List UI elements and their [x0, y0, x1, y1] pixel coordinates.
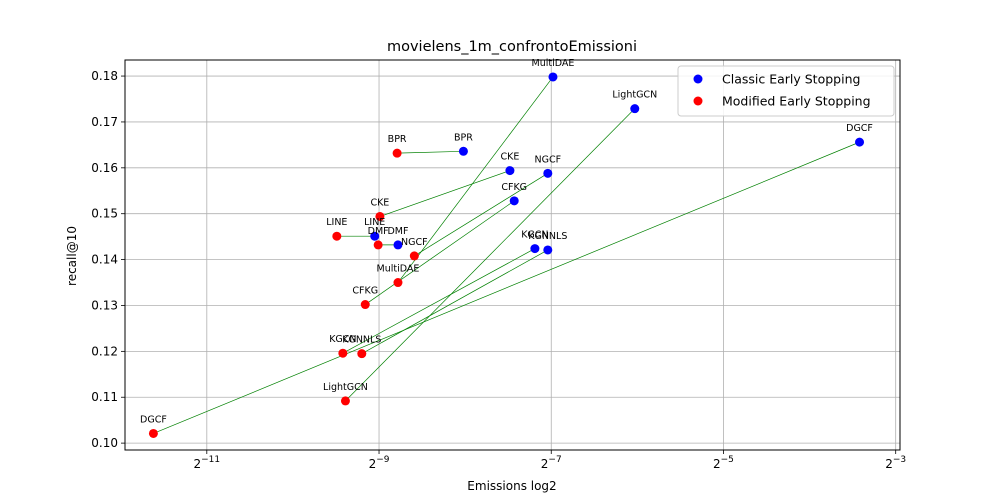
- point-label: NGCF: [535, 154, 562, 165]
- x-axis-ticks: 2−11 2−9 2−7 2−5 2−3: [193, 450, 906, 471]
- legend-box: [677, 65, 895, 117]
- y-axis-label: recall@10: [65, 226, 79, 286]
- connector-line: [379, 170, 511, 217]
- legend-marker: [693, 74, 703, 84]
- y-tick-label: 0.14: [91, 253, 118, 267]
- connector-lines: [153, 76, 860, 434]
- point-label: MultiDAE: [532, 58, 575, 69]
- chart-title: movielens_1m_confrontoEmissioni: [387, 39, 637, 55]
- data-point: [530, 244, 540, 254]
- y-tick-label: 0.10: [91, 436, 118, 450]
- x-tick-label: 2−9: [369, 455, 390, 471]
- x-tick-label: 2−3: [885, 455, 906, 471]
- connector-line: [153, 141, 860, 434]
- legend-entry: Modified Early Stopping: [722, 94, 871, 109]
- point-label: DMF: [368, 226, 389, 237]
- x-tick-label: 2−11: [193, 455, 220, 471]
- y-tick-label: 0.15: [91, 207, 118, 221]
- data-point: [548, 72, 558, 82]
- connector-line: [414, 173, 548, 257]
- data-point: [338, 348, 348, 358]
- y-tick-label: 0.11: [91, 390, 118, 404]
- point-label: CFKG: [352, 286, 378, 297]
- data-point: [505, 166, 515, 176]
- y-tick-label: 0.16: [91, 161, 118, 175]
- point-label: DMF: [387, 226, 408, 237]
- point-label: LINE: [326, 217, 347, 228]
- data-point: [332, 231, 342, 241]
- x-axis-label: Emissions log2: [467, 479, 556, 493]
- point-label: CKE: [370, 197, 389, 208]
- data-point: [373, 240, 383, 250]
- x-tick-label: 2−7: [541, 455, 562, 471]
- point-label: KGNNLS: [528, 231, 567, 242]
- connector-line: [342, 248, 536, 354]
- point-label: LightGCN: [323, 382, 368, 393]
- point-label: CKE: [500, 152, 519, 163]
- data-point: [340, 396, 350, 406]
- point-label: DGCF: [140, 414, 167, 425]
- point-label: NGCF: [401, 237, 428, 248]
- connector-line: [365, 200, 515, 305]
- data-point: [393, 240, 403, 250]
- point-label: KGCN: [329, 334, 356, 345]
- data-point: [393, 278, 403, 288]
- legend-entry: Classic Early Stopping: [722, 72, 860, 87]
- y-tick-label: 0.12: [91, 344, 118, 358]
- data-point: [855, 137, 865, 147]
- data-point: [370, 231, 380, 241]
- legend-marker: [693, 96, 703, 106]
- point-label: KGCN: [521, 230, 548, 241]
- connector-line: [397, 76, 554, 283]
- data-point: [360, 300, 370, 310]
- point-label: BPR: [454, 132, 473, 143]
- data-point: [375, 211, 385, 221]
- data-point: [409, 251, 419, 261]
- legend: Classic Early Stopping Modified Early Sto…: [677, 65, 895, 117]
- x-tick-label: 2−5: [713, 455, 734, 471]
- point-label: LINE: [364, 217, 385, 228]
- data-point: [148, 428, 158, 438]
- y-tick-label: 0.13: [91, 298, 118, 312]
- connector-line: [345, 108, 636, 402]
- plot-frame: [124, 59, 901, 451]
- data-point: [509, 196, 519, 206]
- grid: [125, 60, 900, 450]
- data-points: [148, 72, 865, 438]
- point-label: BPR: [388, 134, 407, 145]
- data-point: [392, 148, 402, 158]
- data-point: [543, 168, 553, 178]
- connector-line: [361, 249, 548, 354]
- y-tick-label: 0.17: [91, 115, 118, 129]
- point-label: CFKG: [501, 182, 527, 193]
- connector-line: [397, 150, 464, 154]
- data-point: [458, 146, 468, 156]
- point-label: MultiDAE: [377, 264, 420, 275]
- data-point: [357, 349, 367, 359]
- point-label: LightGCN: [612, 90, 657, 101]
- point-label: DGCF: [846, 123, 873, 134]
- y-axis-ticks: 0.10 0.11 0.12 0.13 0.14 0.15 0.16 0.17 0.18: [91, 69, 125, 450]
- point-label: KGNNLS: [342, 335, 381, 346]
- data-point: [543, 245, 553, 255]
- y-tick-label: 0.18: [91, 69, 118, 83]
- data-point: [630, 104, 640, 114]
